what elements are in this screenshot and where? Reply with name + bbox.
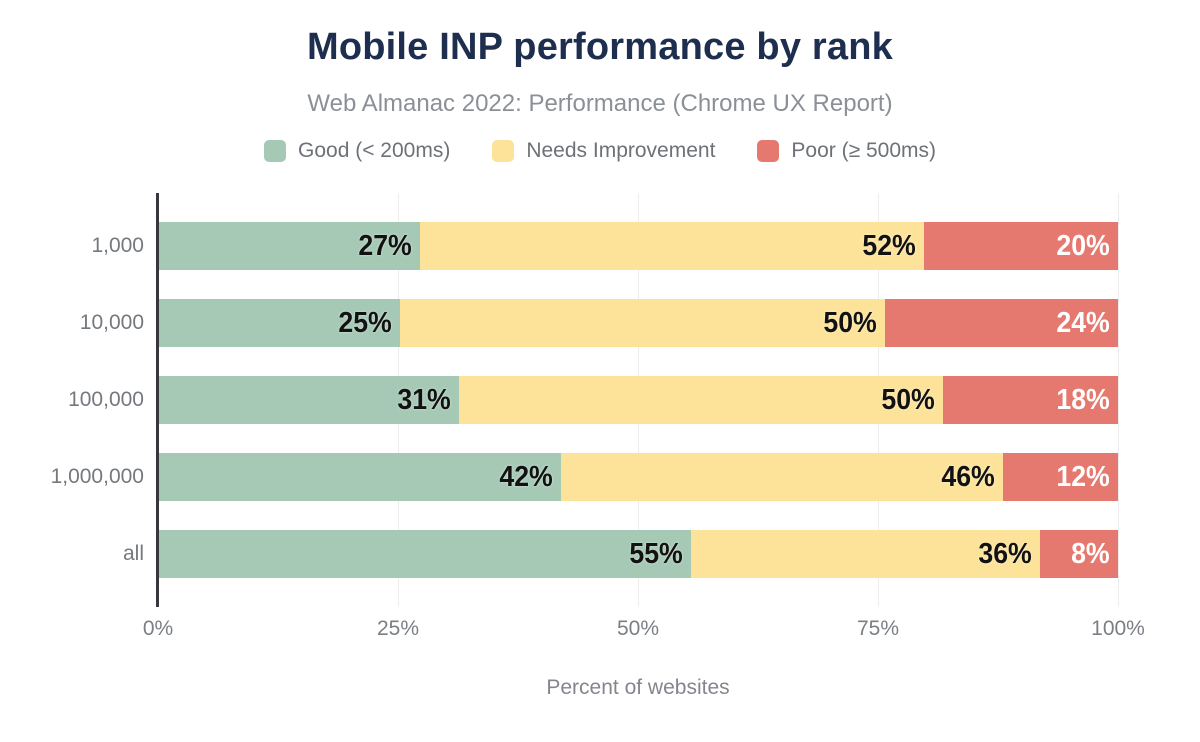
legend-item-label: Needs Improvement bbox=[526, 139, 716, 162]
legend-swatch-icon bbox=[264, 140, 286, 162]
bar-segment[interactable]: 50% bbox=[458, 376, 944, 424]
chart-subtitle: Web Almanac 2022: Performance (Chrome UX… bbox=[307, 90, 893, 117]
bar-segment[interactable]: 20% bbox=[924, 222, 1118, 270]
plot-area: 27% 52% 20% 25% 50% 24% 31% 50% 18% 42% 46% 12% 55% 3… bbox=[156, 193, 1119, 607]
legend-swatch-icon bbox=[492, 140, 515, 162]
bar-value-label: 25% bbox=[338, 306, 393, 339]
bar-segment[interactable]: 12% bbox=[1002, 453, 1118, 501]
bar-value-label: 50% bbox=[881, 383, 936, 416]
bar-segment[interactable]: 50% bbox=[400, 299, 886, 347]
bar-value-label: 24% bbox=[1056, 306, 1110, 339]
y-axis-line bbox=[156, 193, 159, 607]
bar-value-label: 36% bbox=[978, 537, 1033, 570]
bar-segment[interactable]: 55% bbox=[158, 530, 692, 578]
bar-value-label: 31% bbox=[396, 383, 451, 416]
bar-value-label: 18% bbox=[1056, 383, 1110, 416]
bar-segment[interactable]: 42% bbox=[158, 453, 562, 501]
y-axis-label: 1,000 bbox=[91, 234, 144, 257]
bar-row-all: 55% 36% 8% bbox=[158, 530, 1118, 578]
legend-item-2[interactable]: Poor (≥ 500ms) bbox=[757, 139, 936, 163]
x-axis-title: Percent of websites bbox=[546, 676, 730, 699]
bar-segment[interactable]: 18% bbox=[943, 376, 1118, 424]
bar-segment[interactable]: 52% bbox=[419, 222, 925, 270]
x-tick-label: 0% bbox=[142, 617, 174, 640]
gridline-100 bbox=[1118, 193, 1119, 607]
y-axis-labels: 1,000 10,000 100,000 1,000,000 all bbox=[0, 193, 144, 607]
bar-value-label: 46% bbox=[941, 460, 995, 493]
bar-segment[interactable]: 27% bbox=[158, 222, 420, 270]
legend-swatch-icon bbox=[757, 140, 780, 162]
bar-value-label: 55% bbox=[629, 537, 684, 570]
bar-row-100-000: 31% 50% 18% bbox=[158, 376, 1118, 424]
legend-item-label: Poor (≥ 500ms) bbox=[791, 139, 936, 162]
y-axis-label: all bbox=[122, 542, 144, 565]
bar-segment[interactable]: 31% bbox=[158, 376, 459, 424]
bar-value-label: 12% bbox=[1056, 460, 1110, 493]
bar-value-label: 20% bbox=[1056, 229, 1110, 262]
bar-segment[interactable]: 25% bbox=[158, 299, 401, 347]
y-axis-label: 100,000 bbox=[68, 388, 144, 411]
legend-item-label: Good (< 200ms) bbox=[298, 139, 451, 162]
legend: Good (< 200ms) Needs Improvement Poor (≥ 5… bbox=[0, 139, 1200, 163]
y-axis-label: 1,000,000 bbox=[50, 465, 144, 488]
x-tick-label: 25% bbox=[376, 617, 420, 640]
x-tick-label: 100% bbox=[1091, 617, 1145, 640]
bar-value-label: 52% bbox=[862, 229, 916, 262]
bar-segment[interactable]: 46% bbox=[561, 453, 1003, 501]
bar-segment[interactable]: 24% bbox=[885, 299, 1118, 347]
legend-item-1[interactable]: Needs Improvement bbox=[492, 139, 715, 163]
bar-segment[interactable]: 8% bbox=[1040, 530, 1118, 578]
chart-title: Mobile INP performance by rank bbox=[306, 26, 894, 68]
bar-value-label: 8% bbox=[1071, 537, 1110, 570]
bar-value-label: 42% bbox=[499, 460, 553, 493]
bar-row-10-000: 25% 50% 24% bbox=[158, 299, 1118, 347]
x-tick-label: 75% bbox=[856, 617, 900, 640]
bar-value-label: 27% bbox=[358, 229, 412, 262]
legend-item-0[interactable]: Good (< 200ms) bbox=[264, 139, 450, 163]
bar-row-1-000-000: 42% 46% 12% bbox=[158, 453, 1118, 501]
bar-segment[interactable]: 36% bbox=[691, 530, 1041, 578]
bar-rows: 27% 52% 20% 25% 50% 24% 31% 50% 18% 42% 46% 12% 55% 3… bbox=[158, 193, 1118, 607]
y-axis-label: 10,000 bbox=[79, 311, 144, 334]
bar-value-label: 50% bbox=[823, 306, 877, 339]
bar-row-1-000: 27% 52% 20% bbox=[158, 222, 1118, 270]
x-axis-ticks: 0% 25% 50% 75% 100% bbox=[143, 617, 1145, 643]
x-tick-label: 50% bbox=[616, 617, 660, 640]
